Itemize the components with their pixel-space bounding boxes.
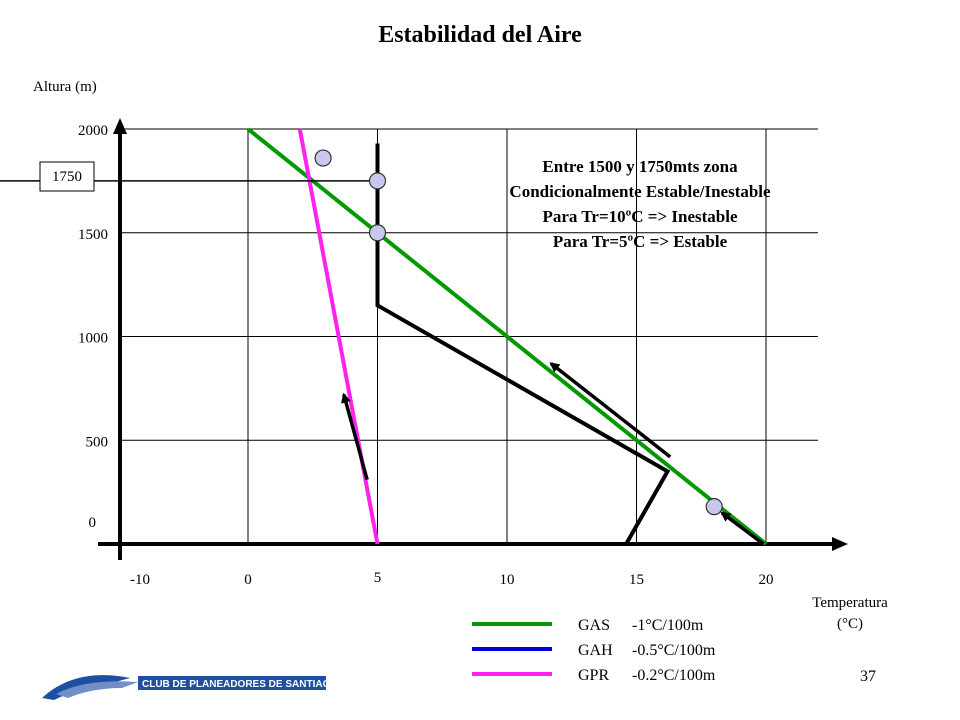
marker-point <box>705 498 723 516</box>
series-line-gas <box>246 127 768 546</box>
x-tick-label: 5 <box>374 570 382 586</box>
legend: GAS -1°C/100m GAH -0.5°C/100m GPR -0.2°C/100m <box>472 617 716 684</box>
highlight-box: 1750 <box>39 161 95 192</box>
x-axis-label-line: Temperatura <box>812 595 888 611</box>
y-tick-label: 0 <box>89 515 97 531</box>
x-axis-arrowhead <box>832 537 848 551</box>
y-tick-label: 500 <box>86 434 109 450</box>
x-axis-label: Temperatura (°C) <box>812 595 888 632</box>
x-tick-label: 10 <box>500 572 515 588</box>
annotation: Entre 1500 y 1750mts zona Condicionalment… <box>509 157 771 251</box>
legend-name: GPR <box>578 667 609 684</box>
x-tick-label: 0 <box>244 572 252 588</box>
annotation-line: Para Tr=5ºC => Estable <box>553 232 728 251</box>
annotation-line: Condicionalmente Estable/Inestable <box>509 182 771 201</box>
arrows <box>0 180 765 546</box>
temperature-profile <box>375 143 671 545</box>
y-tick-label: 1500 <box>78 227 108 243</box>
y-tick-labels: 0 500 1000 1500 2000 <box>78 123 108 531</box>
arrow <box>341 392 369 481</box>
markers <box>314 149 723 516</box>
y-axis-label: Altura (m) <box>33 79 97 95</box>
x-tick-label: 20 <box>759 572 774 588</box>
legend-name: GAH <box>578 642 613 659</box>
y-tick-label: 1000 <box>78 331 108 347</box>
marker-point <box>314 149 332 167</box>
legend-rate: -1°C/100m <box>632 617 704 634</box>
y-tick-label: 2000 <box>78 123 108 139</box>
club-logo: CLUB DE PLANEADORES DE SANTIAGO <box>42 675 328 700</box>
legend-rate: -0.2°C/100m <box>632 667 716 684</box>
axes <box>98 118 848 560</box>
y-axis-arrowhead <box>113 118 127 134</box>
annotation-line: Entre 1500 y 1750mts zona <box>542 157 738 176</box>
x-axis-label-line: (°C) <box>837 616 863 632</box>
legend-rate: -0.5°C/100m <box>632 642 716 659</box>
x-tick-label: -10 <box>130 572 150 588</box>
chart-title: Estabilidad del Aire <box>378 22 582 48</box>
arrow <box>720 511 765 546</box>
x-tick-label: 15 <box>629 572 644 588</box>
highlight-label: 1750 <box>52 169 82 185</box>
annotation-line: Para Tr=10ºC => Inestable <box>542 207 738 226</box>
page-number: 37 <box>860 668 876 685</box>
profile-line <box>375 143 671 545</box>
arrow <box>549 362 672 459</box>
legend-name: GAS <box>578 617 610 634</box>
logo-text: CLUB DE PLANEADORES DE SANTIAGO <box>142 679 328 690</box>
x-tick-labels: -10 0 5 10 15 20 <box>130 570 774 588</box>
marker-point <box>368 172 387 190</box>
marker-point <box>368 224 387 242</box>
